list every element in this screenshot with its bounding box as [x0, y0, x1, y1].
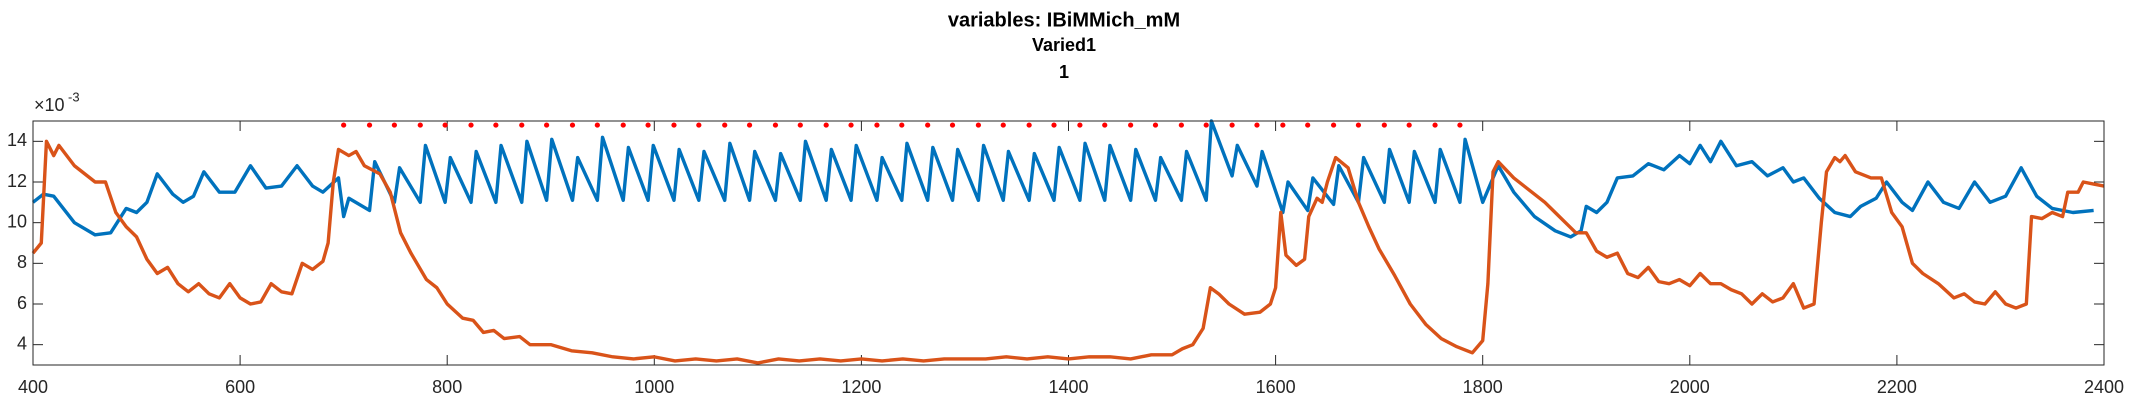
stimulus-marker [1355, 122, 1362, 128]
stimulus-marker [722, 122, 728, 128]
stimulus-marker [1203, 122, 1209, 128]
x-tick-label: 2000 [1670, 377, 1710, 397]
stimulus-marker [848, 122, 854, 128]
y-tick-label: 10 [7, 211, 27, 231]
chart-subtitle: Varied1 [1032, 35, 1096, 55]
stimulus-marker [1000, 122, 1006, 128]
stimulus-marker [1305, 122, 1311, 128]
stimulus-marker [772, 122, 779, 128]
stimulus-marker [1229, 122, 1235, 128]
stimulus-marker [468, 122, 474, 128]
y-tick-label: 14 [7, 130, 27, 150]
stimulus-marker [442, 122, 448, 128]
stimulus-marker [1152, 122, 1159, 128]
stimulus-marker [569, 122, 576, 128]
stimulus-marker [1254, 122, 1260, 128]
x-tick-label: 2200 [1877, 377, 1917, 397]
chart-subtitle: 1 [1059, 62, 1069, 82]
x-tick-label: 1800 [1463, 377, 1503, 397]
y-tick-label: 8 [17, 252, 27, 272]
stimulus-marker [544, 122, 550, 128]
stimulus-marker [1457, 122, 1463, 128]
y-tick-label: 12 [7, 171, 27, 191]
x-tick-label: 400 [18, 377, 48, 397]
stimulus-marker [1128, 122, 1134, 128]
stimulus-marker [519, 122, 525, 128]
stimulus-marker [1330, 122, 1337, 128]
stimulus-marker [391, 122, 397, 128]
stimulus-marker [746, 122, 753, 128]
stimulus-marker [493, 122, 499, 128]
stimulus-marker [341, 122, 347, 128]
x-tick-label: 1400 [1048, 377, 1088, 397]
x-tick-label: 800 [432, 377, 462, 397]
stimulus-marker [594, 122, 600, 128]
x-tick-label: 1000 [634, 377, 674, 397]
y-exponent-base: ×10 [34, 95, 65, 115]
stimulus-marker [366, 122, 373, 128]
stimulus-marker [671, 122, 677, 128]
stimulus-marker [899, 122, 905, 128]
x-tick-label: 600 [225, 377, 255, 397]
y-exponent-power: -3 [68, 89, 80, 104]
stimulus-marker [1051, 122, 1057, 128]
x-tick-label: 1200 [841, 377, 881, 397]
y-tick-label: 6 [17, 293, 27, 313]
x-tick-label: 1600 [1256, 377, 1296, 397]
x-tick-label: 2400 [2084, 377, 2124, 397]
stimulus-marker [1406, 122, 1412, 128]
stimulus-marker [1280, 122, 1286, 128]
stimulus-marker [645, 122, 651, 128]
stimulus-marker [1432, 122, 1438, 128]
stimulus-marker [620, 122, 626, 128]
stimulus-marker [975, 122, 982, 128]
y-tick-label: 4 [17, 333, 27, 353]
axes-box [32, 120, 2105, 366]
stimulus-marker [417, 122, 423, 128]
stimulus-marker [1026, 122, 1032, 128]
stimulus-marker [823, 122, 829, 128]
series-line [31, 119, 2094, 239]
stimulus-marker [925, 122, 931, 128]
stimulus-marker [696, 122, 702, 128]
stimulus-marker [1178, 122, 1184, 128]
stimulus-marker [949, 122, 956, 128]
series-line [31, 139, 2105, 365]
stimulus-marker [1102, 122, 1108, 128]
stimulus-marker [797, 122, 803, 128]
stimulus-marker [874, 122, 880, 128]
stimulus-marker [1381, 122, 1387, 128]
stimulus-marker [1077, 122, 1083, 128]
chart-title: variables: IBiMMich_mM [948, 9, 1180, 31]
